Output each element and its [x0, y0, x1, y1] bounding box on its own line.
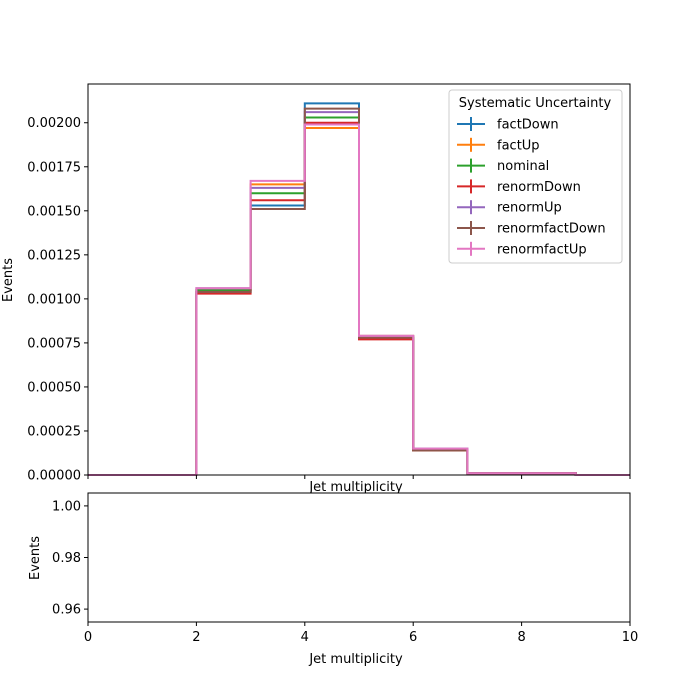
legend-label: renormUp: [497, 201, 562, 216]
series-line-renormfactUp: [88, 123, 630, 476]
ratio-x-tick-label: 2: [192, 630, 200, 645]
main-y-tick-label: 0.00200: [27, 116, 81, 131]
legend: Systematic Uncertainty factDown factUp nom…: [448, 89, 623, 264]
main-plot-frame: [87, 83, 631, 476]
main-y-tick-label: 0.00075: [27, 336, 81, 351]
legend-entry-nominal: nominal: [457, 158, 549, 174]
ratio-y-tick-label: 1.00: [52, 499, 81, 514]
legend-label: factDown: [497, 118, 559, 133]
main-x-axis-label: Jet multiplicity: [308, 480, 403, 495]
ratio-y-ticks: 0.96 0.98 1.00: [52, 499, 88, 618]
ratio-y-tick-label: 0.98: [52, 551, 81, 566]
legend-entry-renormUp: renormUp: [457, 200, 562, 216]
legend-entry-renormfactDown: renormfactDown: [457, 221, 606, 237]
main-y-tick-label: 0.00125: [27, 248, 81, 263]
main-y-tick-label: 0.00000: [27, 469, 81, 484]
legend-label: renormDown: [497, 180, 581, 195]
ratio-x-tick-label: 4: [301, 630, 309, 645]
main-y-tick-label: 0.00050: [27, 380, 81, 395]
legend-entry-factUp: factUp: [457, 137, 540, 153]
ratio-x-tick-label: 6: [409, 630, 417, 645]
main-y-tick-label: 0.00175: [27, 160, 81, 175]
legend-box: [448, 89, 623, 264]
legend-entry-renormDown: renormDown: [457, 179, 581, 195]
legend-title: Systematic Uncertainty: [459, 96, 612, 111]
ratio-y-axis-label: Events: [28, 536, 43, 580]
main-series-group: [88, 102, 630, 476]
main-y-tick-label: 0.00100: [27, 292, 81, 307]
main-panel: 0.00000 0.00025 0.00050 0.00075 0.00100 0.001…: [1, 83, 631, 495]
main-y-ticks: 0.00000 0.00025 0.00050 0.00075 0.00100 0.001…: [27, 116, 88, 484]
legend-label: factUp: [497, 138, 540, 153]
legend-entry-renormfactUp: renormfactUp: [457, 241, 587, 257]
legend-entry-factDown: factDown: [457, 117, 559, 133]
ratio-x-tick-label: 10: [622, 630, 639, 645]
main-y-tick-label: 0.00025: [27, 424, 81, 439]
ratio-plot-area: [87, 492, 631, 623]
legend-label: renormfactUp: [497, 242, 587, 257]
ratio-x-tick-label: 8: [517, 630, 525, 645]
legend-entries: factDown factUp nominal renormDown renormUp r…: [457, 117, 606, 257]
ratio-x-ticks: 0 2 4 6 8 10: [84, 622, 638, 645]
legend-label: renormfactDown: [497, 222, 606, 237]
legend-label: nominal: [497, 159, 549, 174]
ratio-y-tick-label: 0.96: [52, 603, 81, 618]
main-x-ticks: [87, 475, 631, 479]
ratio-panel: 0.96 0.98 1.00 0 2 4 6 8 10 Jet multiplicity Ev…: [28, 492, 638, 667]
ratio-x-axis-label: Jet multiplicity: [308, 652, 403, 667]
ratio-x-tick-label: 0: [84, 630, 92, 645]
main-y-tick-label: 0.00150: [27, 204, 81, 219]
main-y-axis-label: Events: [1, 258, 16, 302]
